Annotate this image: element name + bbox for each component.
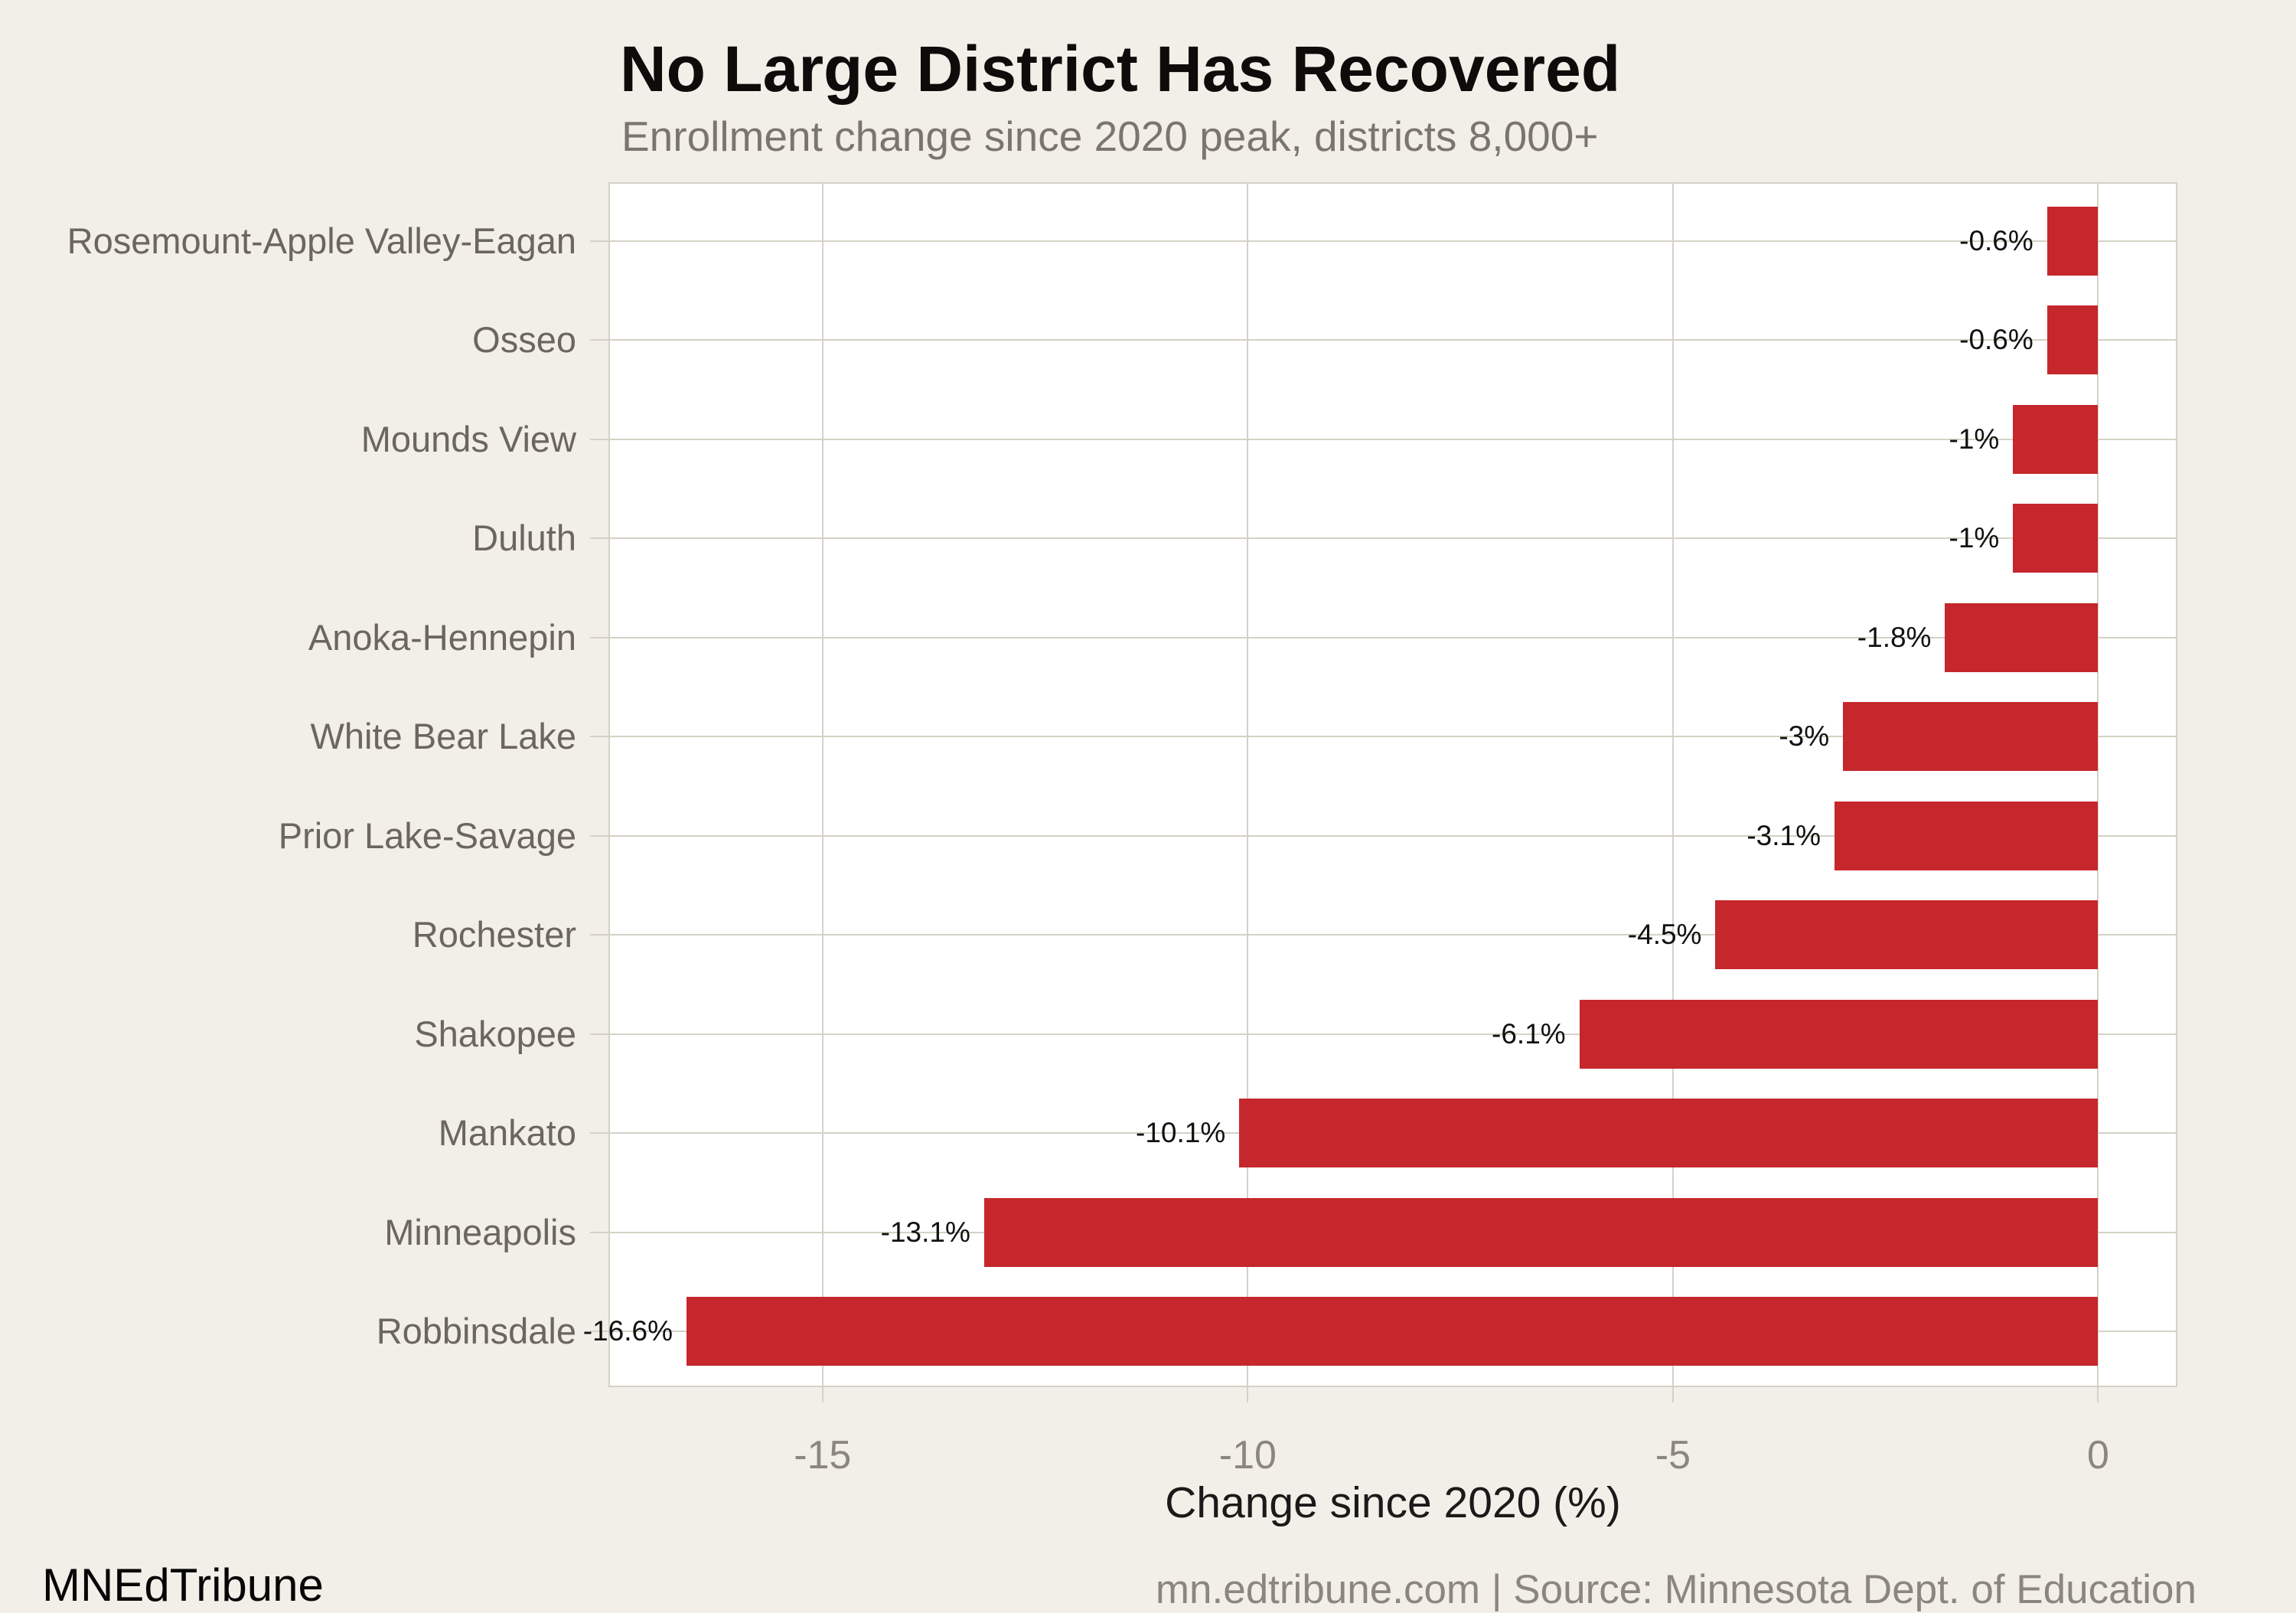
chart-subtitle: Enrollment change since 2020 peak, distr…: [621, 113, 1599, 160]
bar-value-label: -0.6%: [1959, 224, 2033, 256]
x-tick-label: -15: [794, 1433, 852, 1477]
y-tick-mark: [590, 1231, 610, 1233]
y-axis-label: Anoka-Hennepin: [308, 616, 576, 658]
y-gridline: [610, 636, 2176, 638]
y-tick-mark: [590, 438, 610, 440]
bar-value-label: -6.1%: [1492, 1017, 1566, 1050]
y-axis-label: White Bear Lake: [310, 716, 576, 757]
y-gridline: [610, 834, 2176, 837]
x-tick-mark: [1247, 1386, 1249, 1402]
y-tick-mark: [590, 240, 610, 242]
y-gridline: [610, 438, 2176, 440]
y-axis-label: Rosemount-Apple Valley-Eagan: [67, 220, 576, 261]
y-gridline: [610, 339, 2176, 341]
bar: [1835, 801, 2099, 870]
x-tick-mark: [821, 1386, 823, 1402]
x-tick-label: -10: [1218, 1433, 1277, 1477]
y-gridline: [610, 537, 2176, 540]
bar: [1239, 1099, 2099, 1168]
bar: [2047, 206, 2099, 276]
y-tick-mark: [590, 1331, 610, 1333]
x-axis-title: Change since 2020 (%): [1165, 1478, 1621, 1527]
bar: [1715, 900, 2099, 970]
x-tick-mark: [2097, 1386, 2099, 1402]
bar: [2013, 404, 2099, 474]
x-gridline: [1247, 182, 1249, 1387]
y-gridline: [610, 240, 2176, 242]
bar-value-label: -1.8%: [1857, 621, 1932, 653]
bar: [983, 1197, 2099, 1267]
y-axis-label: Robbinsdale: [376, 1311, 576, 1352]
y-axis-label: Osseo: [472, 319, 576, 361]
x-gridline: [2097, 182, 2099, 1387]
y-axis-label: Mounds View: [360, 418, 576, 459]
x-tick-label: -5: [1655, 1433, 1691, 1477]
x-tick-label: 0: [2086, 1433, 2109, 1477]
bar-value-label: -1%: [1949, 423, 2000, 455]
y-tick-mark: [590, 1033, 610, 1035]
bar-value-label: -3%: [1779, 720, 1830, 753]
y-tick-mark: [590, 537, 610, 540]
y-gridline: [610, 934, 2176, 936]
y-tick-mark: [590, 834, 610, 837]
plot-area: -15 -10 -5 0 Rosemount-Apple Valley-Eagan -0.…: [67, 182, 2177, 1477]
footer-brand: MNEdTribune: [42, 1559, 324, 1611]
y-axis-label: Mankato: [438, 1112, 576, 1154]
bar: [687, 1297, 2099, 1366]
bar: [1843, 702, 2099, 772]
x-tick-mark: [1671, 1386, 1674, 1402]
bar-value-label: -16.6%: [582, 1315, 673, 1347]
y-tick-mark: [590, 636, 610, 638]
y-tick-mark: [590, 934, 610, 936]
y-axis-label: Prior Lake-Savage: [278, 815, 576, 856]
y-gridline: [610, 736, 2176, 738]
bar-value-label: -13.1%: [880, 1216, 970, 1248]
y-tick-mark: [590, 1132, 610, 1135]
bar: [2013, 504, 2099, 573]
y-axis-label: Rochester: [412, 914, 576, 955]
footer-source: mn.edtribune.com | Source: Minnesota Dep…: [1155, 1567, 2197, 1612]
y-axis-label: Duluth: [472, 518, 576, 559]
bar-value-label: -3.1%: [1746, 819, 1821, 851]
bar-value-label: -0.6%: [1959, 324, 2033, 356]
bar: [2047, 305, 2099, 375]
bar-value-label: -10.1%: [1136, 1117, 1226, 1149]
y-tick-mark: [590, 339, 610, 341]
chart-title: No Large District Has Recovered: [620, 33, 1621, 105]
x-gridline: [821, 182, 823, 1387]
x-gridline: [1671, 182, 1674, 1387]
y-tick-mark: [590, 736, 610, 738]
y-gridline: [610, 1033, 2176, 1035]
bar: [1945, 602, 2099, 672]
y-axis-label: Shakopee: [414, 1013, 576, 1054]
bar-value-label: -4.5%: [1627, 919, 1702, 951]
bar-value-label: -1%: [1949, 522, 2000, 554]
bar: [1579, 999, 2099, 1069]
y-axis-label: Minneapolis: [384, 1211, 576, 1252]
